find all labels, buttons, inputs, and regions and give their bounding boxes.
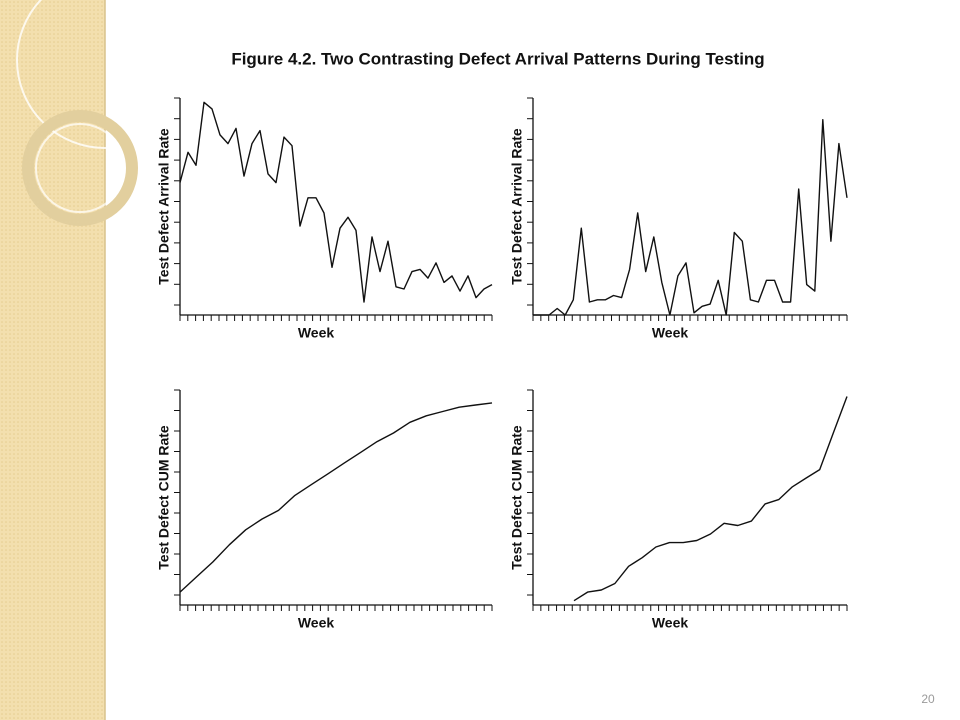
x-axis-label: Week — [652, 615, 689, 631]
y-axis-label: Test Defect CUM Rate — [156, 425, 172, 570]
y-axis-label: Test Defect CUM Rate — [509, 425, 525, 570]
y-axis-label: Test Defect Arrival Rate — [156, 128, 172, 285]
side-strip — [0, 0, 105, 720]
y-axis-label: Test Defect Arrival Rate — [509, 128, 525, 285]
data-line — [533, 119, 848, 316]
decor-ring — [22, 110, 138, 226]
x-axis-label: Week — [298, 325, 335, 341]
x-axis-label: Week — [298, 615, 335, 631]
data-line — [179, 101, 493, 303]
data-line — [573, 396, 848, 602]
page-number: 20 — [921, 692, 935, 706]
figure-title: Figure 4.2. Two Contrasting Defect Arriv… — [231, 49, 764, 68]
decor-ring — [35, 123, 125, 213]
data-line — [179, 402, 493, 593]
x-axis-label: Week — [652, 325, 689, 341]
decor-circle — [16, 0, 194, 149]
